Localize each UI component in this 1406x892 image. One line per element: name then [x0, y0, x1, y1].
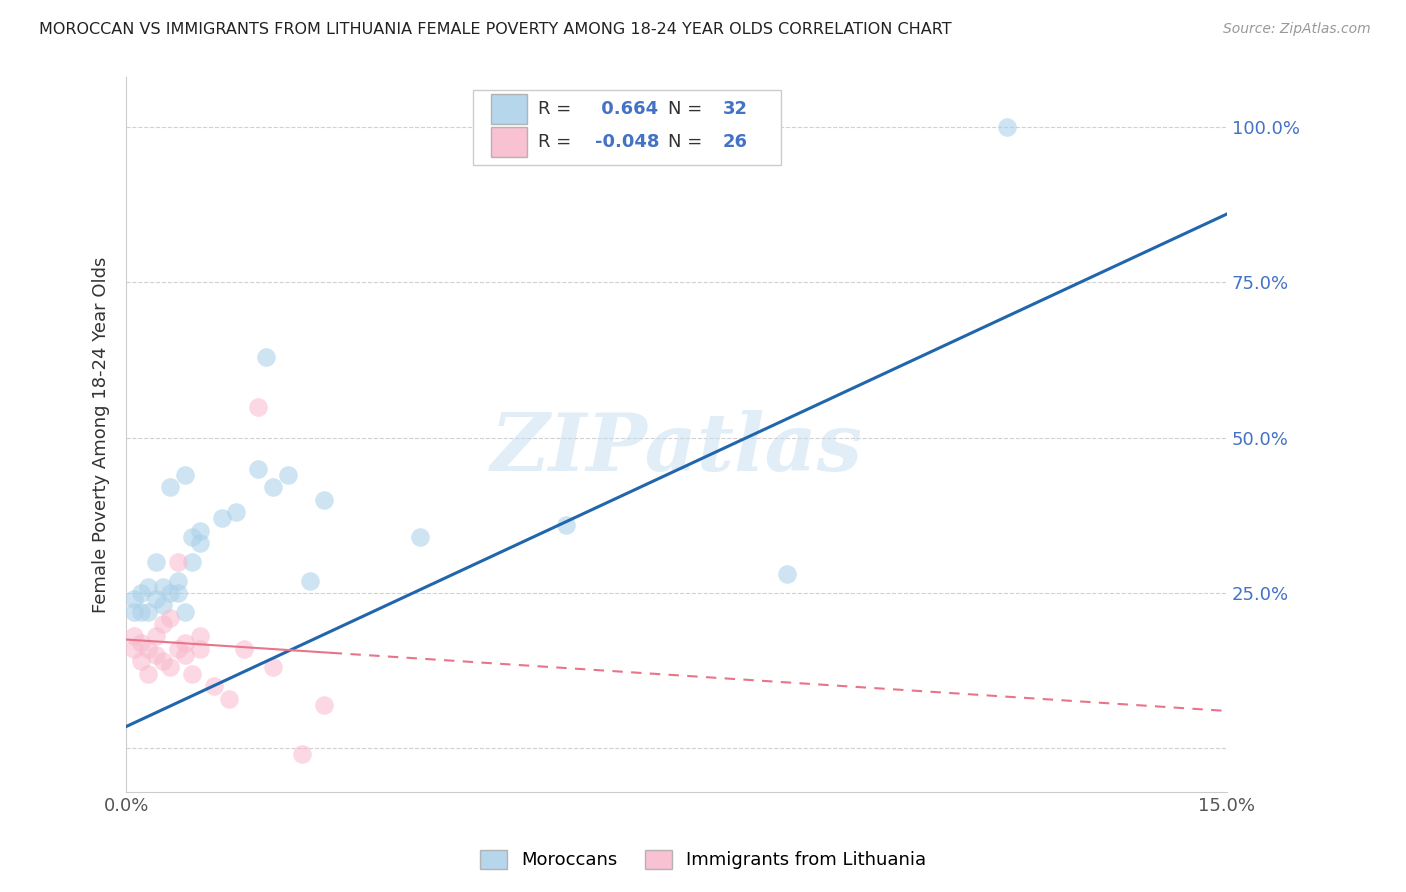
Point	[159, 660, 181, 674]
Point	[166, 641, 188, 656]
Text: ZIPatlas: ZIPatlas	[491, 410, 863, 488]
Point	[277, 467, 299, 482]
Point	[174, 648, 197, 662]
Text: R =: R =	[538, 100, 576, 118]
Point	[262, 660, 284, 674]
Point	[152, 654, 174, 668]
Point	[122, 592, 145, 607]
Point	[188, 524, 211, 538]
Point	[181, 530, 204, 544]
Point	[232, 641, 254, 656]
Point	[247, 400, 270, 414]
Point	[775, 567, 797, 582]
Point	[174, 635, 197, 649]
Point	[254, 350, 277, 364]
Point	[129, 586, 152, 600]
Point	[181, 666, 204, 681]
Point	[122, 605, 145, 619]
Point	[122, 641, 145, 656]
Point	[152, 599, 174, 613]
Point	[145, 555, 167, 569]
Point	[136, 605, 159, 619]
Point	[188, 641, 211, 656]
Point	[262, 480, 284, 494]
Legend: Moroccans, Immigrants from Lithuania: Moroccans, Immigrants from Lithuania	[471, 841, 935, 879]
Point	[145, 629, 167, 643]
Point	[314, 492, 336, 507]
Point	[136, 666, 159, 681]
Text: MOROCCAN VS IMMIGRANTS FROM LITHUANIA FEMALE POVERTY AMONG 18-24 YEAR OLDS CORRE: MOROCCAN VS IMMIGRANTS FROM LITHUANIA FE…	[39, 22, 952, 37]
Point	[174, 467, 197, 482]
Point	[166, 574, 188, 588]
Point	[166, 555, 188, 569]
Text: Source: ZipAtlas.com: Source: ZipAtlas.com	[1223, 22, 1371, 37]
Point	[202, 679, 225, 693]
Point	[298, 574, 321, 588]
Point	[211, 511, 233, 525]
FancyBboxPatch shape	[491, 128, 527, 157]
Point	[136, 641, 159, 656]
Point	[218, 691, 240, 706]
Point	[152, 580, 174, 594]
Point	[145, 592, 167, 607]
Point	[159, 611, 181, 625]
Point	[122, 629, 145, 643]
Text: 0.664: 0.664	[595, 100, 658, 118]
Point	[181, 555, 204, 569]
Point	[129, 635, 152, 649]
Point	[145, 648, 167, 662]
Point	[129, 605, 152, 619]
Point	[174, 605, 197, 619]
Point	[291, 747, 314, 762]
Point	[314, 698, 336, 712]
Point	[555, 517, 578, 532]
Text: N =: N =	[668, 100, 707, 118]
Point	[188, 629, 211, 643]
Point	[188, 536, 211, 550]
Point	[995, 120, 1018, 135]
FancyBboxPatch shape	[491, 94, 527, 124]
Text: N =: N =	[668, 134, 707, 152]
Point	[129, 654, 152, 668]
Point	[409, 530, 432, 544]
Point	[159, 480, 181, 494]
Point	[225, 505, 247, 519]
Text: 32: 32	[723, 100, 748, 118]
Y-axis label: Female Poverty Among 18-24 Year Olds: Female Poverty Among 18-24 Year Olds	[93, 256, 110, 613]
Text: -0.048: -0.048	[595, 134, 659, 152]
Point	[166, 586, 188, 600]
Point	[152, 617, 174, 632]
Point	[136, 580, 159, 594]
Point	[247, 461, 270, 475]
Point	[159, 586, 181, 600]
Text: R =: R =	[538, 134, 576, 152]
FancyBboxPatch shape	[472, 90, 782, 165]
Text: 26: 26	[723, 134, 748, 152]
